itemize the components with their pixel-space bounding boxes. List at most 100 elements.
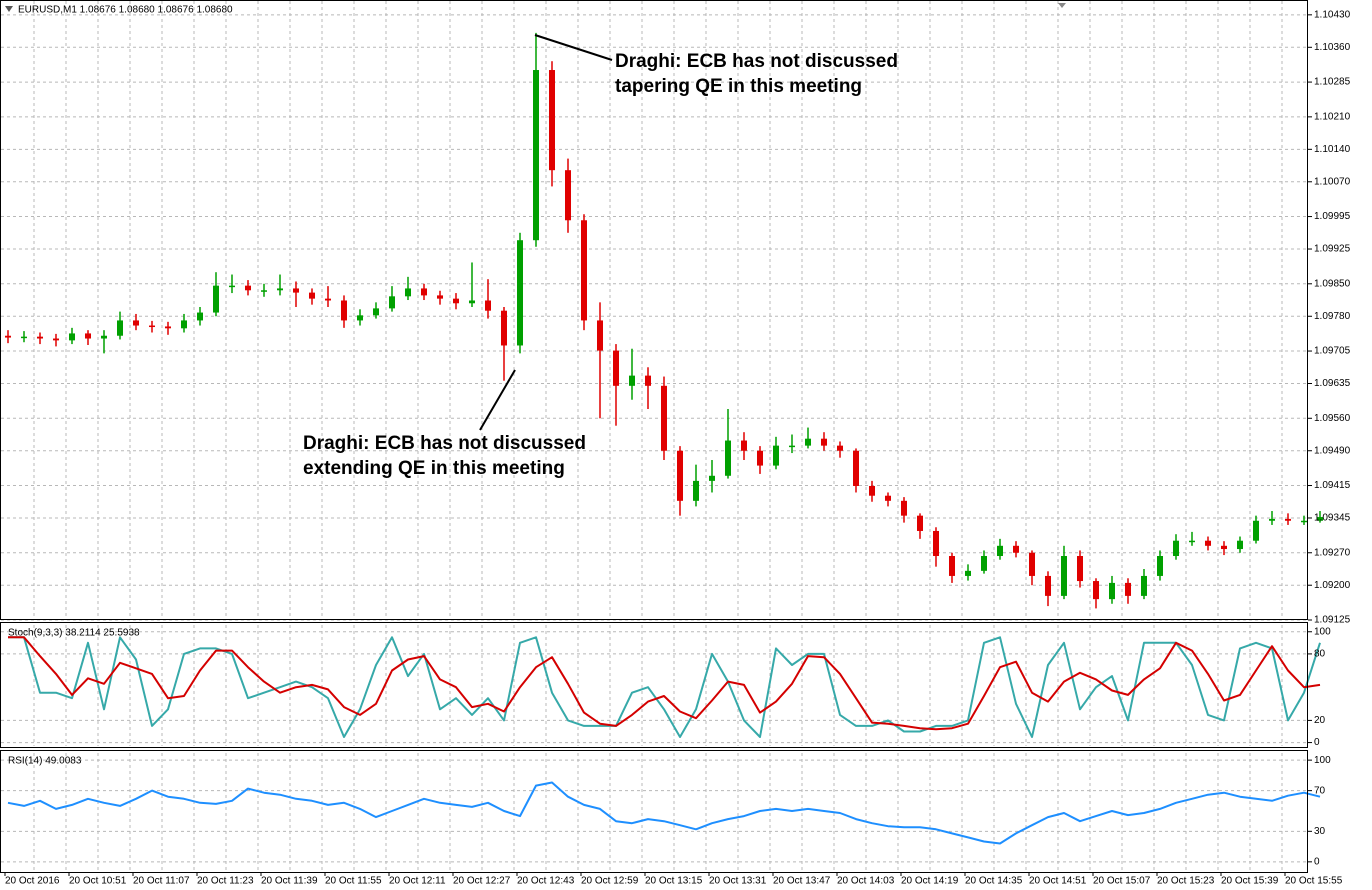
candle-body: [277, 288, 283, 291]
rsi-title: RSI(14) 49.0083: [8, 756, 82, 767]
shift-marker: [1058, 3, 1066, 8]
candle-body: [389, 296, 395, 309]
x-tick-label: 20 Oct 15:23: [1157, 876, 1215, 887]
candle-body: [629, 375, 635, 386]
y-tick-label: 70: [1314, 785, 1326, 796]
x-tick-label: 20 Oct 14:51: [1029, 876, 1087, 887]
y-tick-label: 1.10285: [1314, 77, 1351, 88]
y-tick-label: 1.09490: [1314, 445, 1351, 456]
candle-body: [773, 445, 779, 466]
x-tick-label: 20 Oct 14:03: [837, 876, 895, 887]
candle-body: [69, 333, 75, 341]
y-tick-label: 1.09705: [1314, 346, 1351, 357]
candle-body: [997, 545, 1003, 557]
candle-body: [325, 298, 331, 301]
candle-body: [1301, 520, 1307, 523]
x-tick-label: 20 Oct 11:23: [197, 876, 254, 887]
candle-body: [1173, 540, 1179, 557]
x-tick-label: 20 Oct 15:55: [1285, 876, 1343, 887]
candle-body: [901, 500, 907, 516]
candle-body: [1045, 575, 1051, 596]
stoch-frame: [0, 622, 1308, 748]
y-tick-label: 100: [1314, 755, 1331, 766]
candle-body: [117, 320, 123, 336]
marks-layer: [5, 32, 1323, 845]
candle-body: [293, 288, 299, 293]
candle-body: [101, 335, 107, 339]
candle-body: [245, 285, 251, 291]
candle-body: [821, 438, 827, 446]
candle-body: [1125, 582, 1131, 596]
candle-body: [373, 308, 379, 316]
candle-body: [1205, 540, 1211, 546]
y-tick-label: 1.10070: [1314, 176, 1351, 187]
annotation: Draghi: ECB has not discussed: [615, 51, 898, 72]
main-frame: [0, 0, 1308, 620]
annotation-pointer: [534, 34, 613, 61]
y-tick-label: 1.09780: [1314, 311, 1351, 322]
candle-body: [581, 220, 587, 321]
y-tick-label: 100: [1314, 626, 1331, 637]
candle-body: [981, 556, 987, 571]
y-tick-label: 1.09995: [1314, 211, 1351, 222]
y-tick-label: 1.10210: [1314, 111, 1351, 122]
y-tick-label: 1.09345: [1314, 513, 1351, 524]
y-tick-label: 1.09415: [1314, 480, 1351, 491]
candle-body: [837, 445, 843, 451]
candle-body: [485, 300, 491, 311]
x-tick-label: 20 Oct 11:07: [133, 876, 190, 887]
y-tick-label: 0: [1314, 737, 1320, 748]
candle-body: [21, 336, 27, 339]
annotation-pointer: [479, 369, 516, 431]
x-tick-label: 20 Oct 14:35: [965, 876, 1023, 887]
y-tick-label: 1.10430: [1314, 9, 1351, 20]
x-tick-label: 20 Oct 12:11: [389, 876, 446, 887]
candle-body: [1077, 556, 1083, 582]
x-tick-label: 20 Oct 12:27: [453, 876, 511, 887]
candle-body: [309, 292, 315, 299]
candle-body: [85, 333, 91, 339]
candle-body: [661, 385, 667, 451]
candle-body: [789, 445, 795, 448]
candle-body: [1061, 556, 1067, 596]
candle-body: [261, 290, 267, 292]
candle-body: [1269, 518, 1275, 521]
candle-body: [677, 450, 683, 501]
y-tick-label: 1.09925: [1314, 244, 1351, 255]
annotation: Draghi: ECB has not discussed: [303, 433, 586, 454]
candle-body: [533, 70, 539, 241]
x-tick-label: 20 Oct 13:31: [709, 876, 767, 887]
y-tick-label: 1.09850: [1314, 278, 1351, 289]
candle-body: [437, 295, 443, 299]
rsi-frame: [0, 750, 1308, 873]
x-tick-label: 20 Oct 11:39: [261, 876, 318, 887]
symbol-icon: [5, 6, 13, 12]
candle-body: [1141, 575, 1147, 596]
candle-body: [405, 288, 411, 297]
x-tick-label: 20 Oct 11:55: [325, 876, 382, 887]
stoch-title: Stoch(9,3,3) 38.2114 25.5938: [8, 628, 140, 639]
candle-body: [917, 515, 923, 531]
y-tick-label: 1.10360: [1314, 42, 1351, 53]
candle-body: [1237, 540, 1243, 550]
candle-body: [933, 530, 939, 557]
candle-body: [693, 480, 699, 501]
candle-body: [53, 338, 59, 341]
x-tick-label: 20 Oct 2016: [5, 876, 60, 887]
candle-body: [357, 315, 363, 321]
candle-body: [165, 326, 171, 329]
candle-body: [1093, 581, 1099, 600]
candle-body: [213, 285, 219, 313]
x-tick-label: 20 Oct 10:51: [69, 876, 127, 887]
indicator-line: [8, 636, 1321, 731]
x-tick-label: 20 Oct 12:43: [517, 876, 575, 887]
candle-body: [1221, 545, 1227, 550]
candle-body: [149, 325, 155, 328]
annotation: extending QE in this meeting: [303, 458, 565, 479]
candle-body: [453, 298, 459, 304]
candle-body: [1013, 545, 1019, 553]
y-tick-label: 20: [1314, 715, 1326, 726]
candle-body: [37, 336, 43, 339]
candle-body: [1029, 552, 1035, 576]
